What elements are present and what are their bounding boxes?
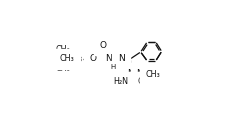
Text: O: O bbox=[90, 55, 97, 63]
Text: CH₃: CH₃ bbox=[145, 70, 160, 79]
Text: H: H bbox=[110, 64, 115, 70]
Text: CH₃: CH₃ bbox=[56, 45, 71, 54]
Text: N: N bbox=[127, 69, 133, 78]
Text: H₂N: H₂N bbox=[113, 77, 128, 86]
Text: CH₃: CH₃ bbox=[138, 77, 153, 86]
Text: CH₃: CH₃ bbox=[56, 64, 71, 73]
Text: O: O bbox=[99, 40, 106, 50]
Text: NH: NH bbox=[105, 55, 119, 63]
Text: CH₃: CH₃ bbox=[59, 55, 74, 63]
Text: N: N bbox=[136, 69, 143, 78]
Text: N: N bbox=[118, 55, 125, 63]
